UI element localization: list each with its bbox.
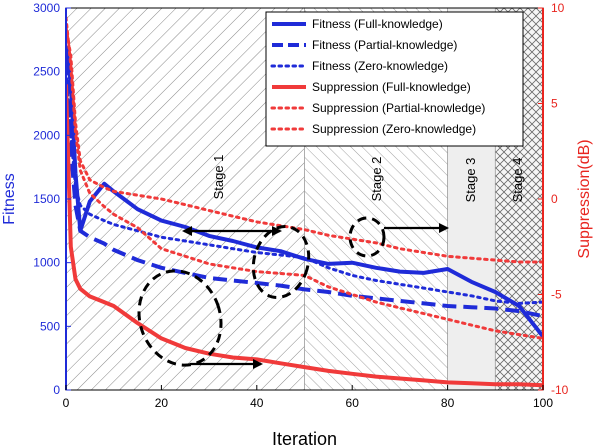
x-tick-label: 60 <box>346 396 360 410</box>
y2-tick-label: 10 <box>551 1 565 15</box>
x-tick-label: 0 <box>63 396 70 410</box>
annotation-ellipse-3 <box>348 216 386 258</box>
series-line-5 <box>66 25 543 264</box>
legend-label-4: Suppression (Partial-knowledge) <box>312 101 485 115</box>
x-axis-title: Iteration <box>272 429 337 448</box>
legend-box <box>265 11 524 147</box>
legend-label-2: Fitness (Zero-knowledge) <box>312 59 448 73</box>
stage-arrows <box>182 223 449 369</box>
legend: Fitness (Full-knowledge) Fitness (Partial… <box>265 11 524 147</box>
x-tick-label: 40 <box>250 396 264 410</box>
stage-4-label: Stage 4 <box>510 158 525 203</box>
y-axis-title-left: Fitness <box>1 173 18 225</box>
annotation-ellipse-1 <box>137 269 223 367</box>
series-line-4 <box>66 16 543 340</box>
y2-tick-label: 0 <box>551 192 558 206</box>
annotations <box>137 216 386 367</box>
y-tick-label: 1000 <box>33 256 60 270</box>
x-tick-label: 80 <box>441 396 455 410</box>
legend-label-3: Suppression (Full-knowledge) <box>312 80 471 94</box>
stage-1-hatch <box>66 8 305 390</box>
stage-1-label: Stage 1 <box>211 155 226 200</box>
y2-tick-label: -5 <box>551 288 562 302</box>
y2-tick-label: 5 <box>551 97 558 111</box>
x-tick-label: 100 <box>533 396 553 410</box>
legend-label-0: Fitness (Full-knowledge) <box>312 17 443 31</box>
y-tick-label: 3000 <box>33 1 60 15</box>
series-line-1 <box>66 58 543 319</box>
y-axis-title-right: Suppression(dB) <box>576 139 593 258</box>
y-tick-label: 2000 <box>33 128 60 142</box>
stage-2-label: Stage 2 <box>369 157 384 202</box>
y-tick-label: 0 <box>53 383 60 397</box>
y-tick-label: 1500 <box>33 192 60 206</box>
annotation-ellipse-2 <box>251 225 311 299</box>
y-tick-label: 2500 <box>33 65 60 79</box>
legend-label-1: Fitness (Partial-knowledge) <box>312 38 457 52</box>
y-tick-label: 500 <box>40 319 60 333</box>
legend-label-5: Suppression (Zero-knowledge) <box>312 122 476 136</box>
x-tick-label: 20 <box>155 396 169 410</box>
stage-3-label: Stage 3 <box>463 158 478 203</box>
series-line-2 <box>66 70 543 305</box>
y2-tick-label: -10 <box>551 383 569 397</box>
